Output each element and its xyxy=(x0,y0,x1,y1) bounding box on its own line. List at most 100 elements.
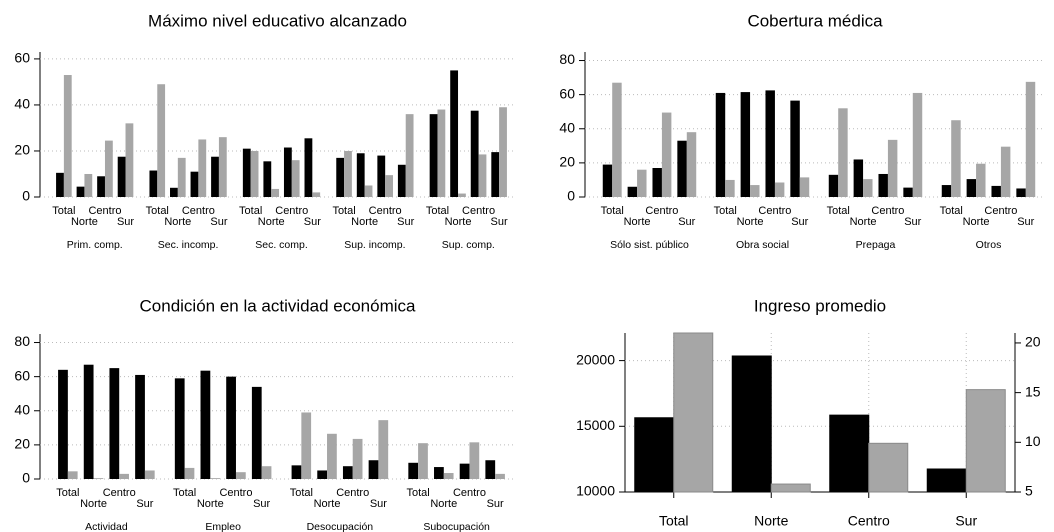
group-label: Sup. incomp. xyxy=(344,239,405,251)
x-tick-label: Total xyxy=(827,205,850,217)
x-tick-label: Norte xyxy=(80,498,107,510)
x-tick-label: Sur xyxy=(210,216,227,228)
x-tick-label: Sur xyxy=(1017,216,1034,228)
y-tick-label: 15000 xyxy=(576,417,615,433)
bar xyxy=(1016,188,1026,197)
bar xyxy=(63,75,72,197)
bar xyxy=(226,376,236,479)
x-tick-label: Norte xyxy=(164,216,191,228)
bar xyxy=(715,92,726,197)
chart-title: Condición en la actividad económica xyxy=(140,296,416,315)
bar xyxy=(470,110,479,197)
bar xyxy=(868,442,909,493)
bar xyxy=(408,462,419,479)
bar xyxy=(235,472,246,479)
x-tick-label: Sur xyxy=(117,216,134,228)
bar xyxy=(84,173,93,197)
bar xyxy=(965,389,1006,493)
bar xyxy=(342,466,353,479)
bar xyxy=(966,179,977,197)
x-tick-label: Centro xyxy=(369,205,402,217)
bar xyxy=(459,463,470,479)
bar xyxy=(627,186,638,197)
bar xyxy=(770,483,811,493)
bar xyxy=(301,412,312,479)
bar xyxy=(828,174,839,197)
bar xyxy=(93,478,104,479)
x-tick-label: Norte xyxy=(963,216,990,228)
x-tick-label: Centro xyxy=(88,205,121,217)
bar xyxy=(200,370,211,479)
bar xyxy=(458,193,466,197)
x-tick-label: Norte xyxy=(754,513,788,529)
bar xyxy=(829,414,870,493)
x-tick-label: Centro xyxy=(984,205,1017,217)
x-tick-label: Centro xyxy=(219,487,252,499)
x-tick-label: Centro xyxy=(182,205,215,217)
y-tick-label: 20000 xyxy=(576,351,615,367)
bar xyxy=(450,70,459,197)
bar xyxy=(443,473,454,479)
bar xyxy=(56,172,64,197)
bar xyxy=(327,433,337,479)
x-tick-label: Total xyxy=(56,487,79,499)
y-tick-label: 80 xyxy=(14,333,30,349)
bar xyxy=(184,467,195,479)
bar xyxy=(83,364,94,479)
y-tick-label: 40 xyxy=(559,119,575,135)
x-tick-label: Sur xyxy=(253,498,270,510)
bar xyxy=(1000,146,1011,197)
x-tick-label: Sur xyxy=(678,216,695,228)
bar xyxy=(397,164,406,197)
bar xyxy=(385,175,393,197)
group-label: Sup. comp. xyxy=(442,239,495,251)
bar xyxy=(495,473,505,479)
y-tick-label: 40 xyxy=(14,96,30,112)
x-tick-label: Centro xyxy=(462,205,495,217)
bar xyxy=(210,478,221,479)
bar xyxy=(218,137,227,197)
bar xyxy=(612,82,622,197)
bar xyxy=(97,176,105,197)
bar xyxy=(429,114,438,197)
bar xyxy=(740,92,751,197)
bar xyxy=(364,185,373,197)
x-tick-label: Sur xyxy=(955,513,977,529)
x-tick-label: Norte xyxy=(71,216,98,228)
x-tick-label: Norte xyxy=(850,216,877,228)
x-tick-label: Norte xyxy=(445,216,472,228)
bar xyxy=(76,186,85,197)
bar xyxy=(177,157,186,197)
y-tick-label: 20 xyxy=(14,436,30,452)
bar xyxy=(731,355,772,493)
x-tick-label: Total xyxy=(601,205,624,217)
group-label: Subocupación xyxy=(423,521,490,532)
y-tick-label: 10000 xyxy=(576,483,615,499)
y-tick-label: 20 xyxy=(559,154,575,170)
x-tick-label: Centro xyxy=(336,487,369,499)
bar xyxy=(283,147,292,197)
x-tick-label: Norte xyxy=(197,498,224,510)
bar xyxy=(377,155,386,197)
bar xyxy=(58,369,68,479)
x-tick-label: Sur xyxy=(491,216,508,228)
bar xyxy=(336,157,345,197)
bar xyxy=(951,120,961,197)
bar xyxy=(250,150,259,197)
bar xyxy=(263,161,272,197)
bar xyxy=(291,160,300,197)
y-tick-label: 10 xyxy=(1025,433,1041,449)
x-tick-label: Total xyxy=(659,513,689,529)
bar xyxy=(1025,81,1036,197)
bar xyxy=(602,164,613,197)
bar xyxy=(135,374,145,479)
bar xyxy=(149,170,158,197)
x-tick-label: Norte xyxy=(430,498,457,510)
x-tick-label: Total xyxy=(940,205,963,217)
y-tick-label: 60 xyxy=(559,85,575,101)
x-tick-label: Total xyxy=(239,205,262,217)
bar xyxy=(634,417,675,493)
x-tick-label: Centro xyxy=(103,487,136,499)
